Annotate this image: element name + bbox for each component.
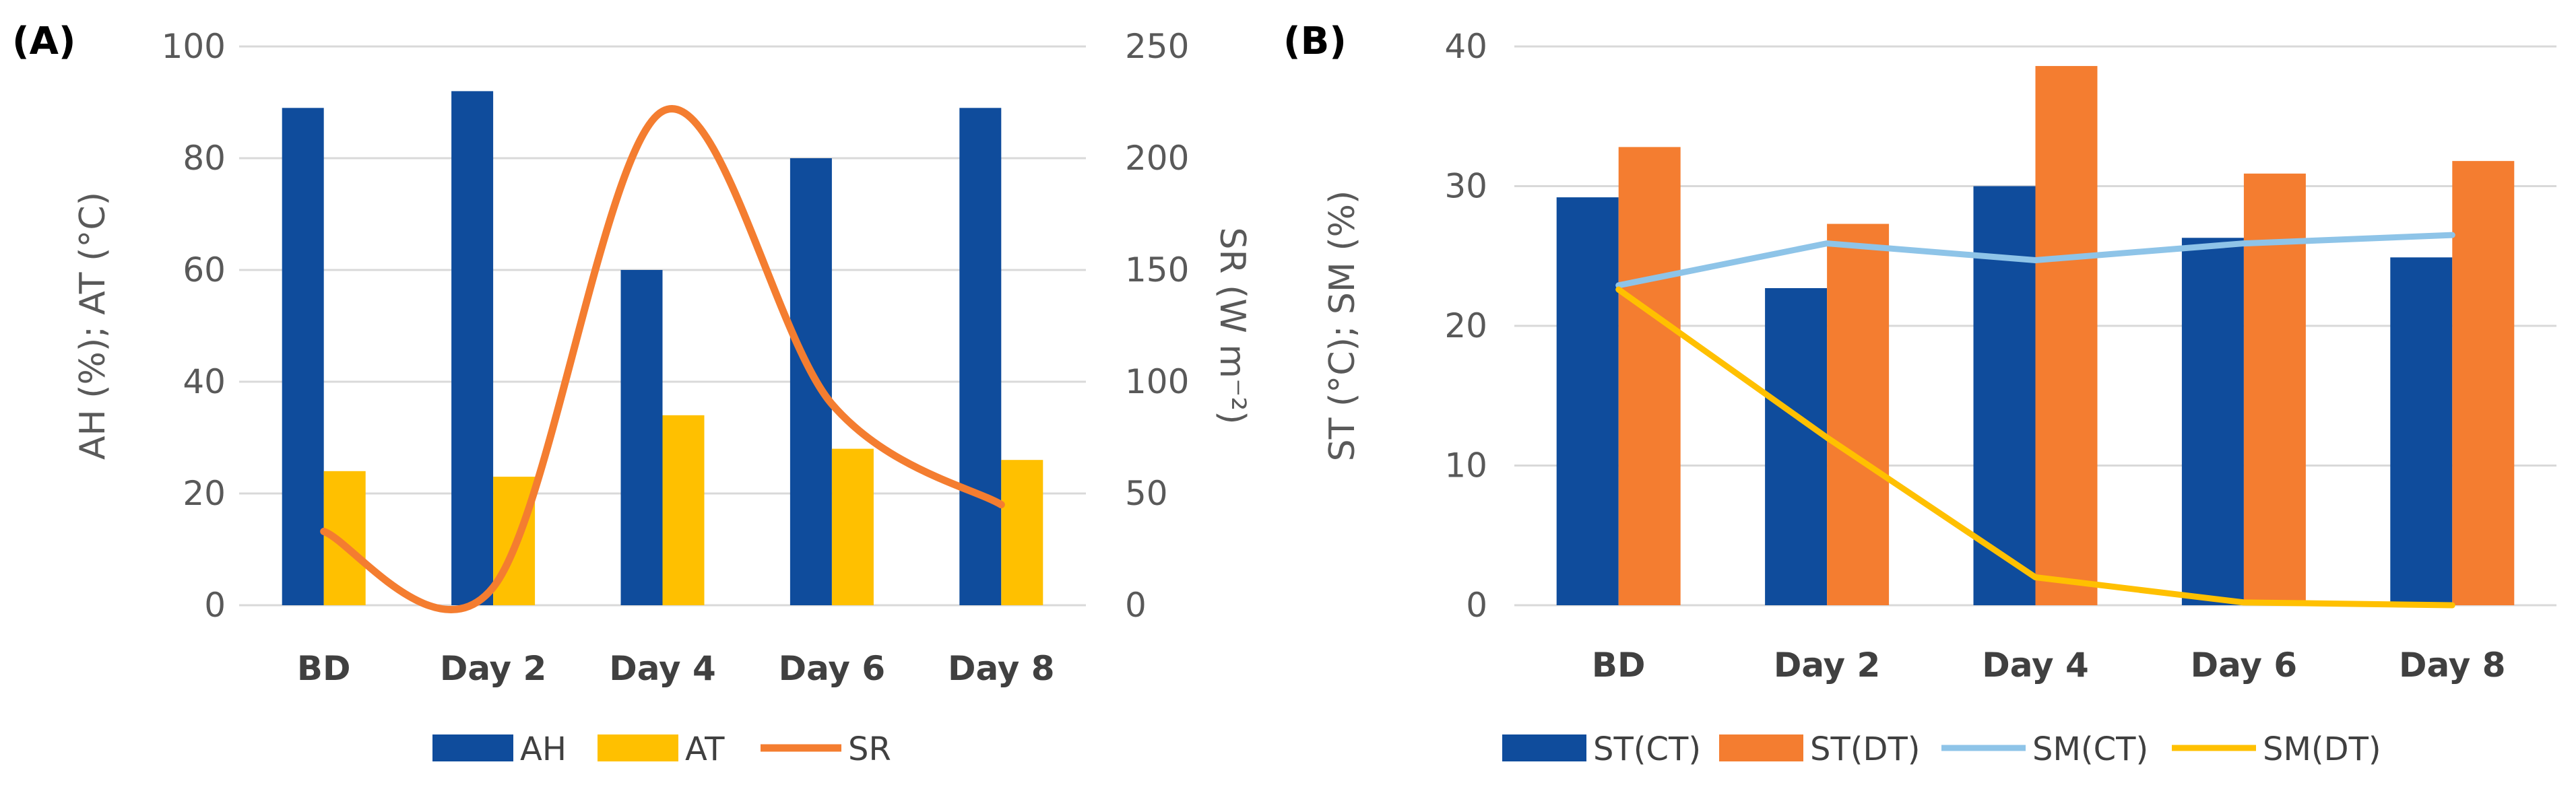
- bar-at: [831, 448, 874, 605]
- y-tick-label: 100: [162, 27, 226, 66]
- y2-axis-title: SR (W m⁻²): [1212, 227, 1252, 424]
- y2-tick-label: 200: [1125, 139, 1189, 178]
- y-tick-label: 40: [1444, 27, 1487, 66]
- legend-swatch-st-ct-: [1502, 734, 1586, 761]
- panel-b-chart: (B) 0 10 20 30 40 ST (°C); SM (%) BD Day 2 Day 4 D…: [1283, 20, 2556, 768]
- legend-label-ah: AH: [520, 730, 567, 768]
- legend-swatch-at: [598, 734, 678, 761]
- legend-swatch-st-dt-: [1719, 734, 1803, 761]
- bar-st-dt-: [1618, 147, 1681, 605]
- bar-ah: [790, 158, 832, 605]
- bar-st-ct-: [1765, 287, 1828, 605]
- y-tick-label: 60: [183, 250, 226, 289]
- panel-label: (A): [12, 20, 76, 63]
- y2-tick-label: 50: [1125, 474, 1168, 513]
- bar-ah: [451, 91, 494, 605]
- x-category-label: Day 8: [2399, 646, 2506, 685]
- legend-swatch-ah: [432, 734, 513, 761]
- x-category-label: Day 8: [948, 649, 1055, 688]
- x-category-label: Day 6: [779, 649, 886, 688]
- line-sm-ct-: [1615, 232, 2455, 289]
- legend-label-sm-dt-: SM(DT): [2263, 730, 2381, 768]
- y2-tick-label: 250: [1125, 27, 1189, 66]
- y-tick-label: 20: [1444, 306, 1487, 345]
- x-category-label: Day 6: [2191, 646, 2298, 685]
- bar-ah: [959, 108, 1002, 606]
- y-tick-label: 10: [1444, 446, 1487, 485]
- bar-st-dt-: [2035, 66, 2098, 606]
- bar-st-ct-: [2390, 257, 2453, 605]
- legend-label-st-ct-: ST(CT): [1593, 730, 1701, 768]
- bar-st-dt-: [1827, 224, 1890, 605]
- y-axis-title: ST (°C); SM (%): [1322, 191, 1363, 462]
- legend-label-sr: SR: [848, 730, 891, 768]
- y-tick-label: 0: [1466, 586, 1487, 625]
- x-category-label: Day 2: [1774, 646, 1881, 685]
- panel-a-chart: (A) 0 20 40 60 80 100 0 50 100 150 200 250 AH (%); AT…: [12, 20, 1252, 768]
- x-category-label: Day 4: [609, 649, 716, 688]
- y2-tick-label: 100: [1125, 362, 1189, 401]
- bar-st-ct-: [1556, 197, 1619, 606]
- line-sr: [320, 105, 1005, 613]
- y2-tick-label: 150: [1125, 250, 1189, 289]
- legend-label-sm-ct-: SM(CT): [2032, 730, 2148, 768]
- panel-label: (B): [1283, 20, 1347, 63]
- y-tick-label: 0: [204, 586, 226, 625]
- bar-st-ct-: [2181, 238, 2244, 605]
- y-axis-title: AH (%); AT (°C): [73, 192, 113, 460]
- x-category-label: Day 2: [440, 649, 547, 688]
- bar-at: [1001, 460, 1043, 605]
- x-category-label: BD: [297, 649, 351, 688]
- legend-label-st-dt-: ST(DT): [1810, 730, 1921, 768]
- legend-label-at: AT: [685, 730, 725, 768]
- bar-ah: [620, 270, 663, 605]
- bar-st-dt-: [2452, 161, 2515, 605]
- y-tick-label: 80: [183, 139, 226, 178]
- line-sm-dt-: [1615, 286, 2455, 609]
- x-category-label: Day 4: [1982, 646, 2089, 685]
- bar-ah: [282, 108, 324, 606]
- x-category-label: BD: [1592, 646, 1646, 685]
- y2-tick-label: 0: [1125, 586, 1147, 625]
- y-tick-label: 20: [183, 474, 226, 513]
- bar-at: [662, 415, 705, 605]
- y-tick-label: 30: [1444, 167, 1487, 206]
- y-tick-label: 40: [183, 362, 226, 401]
